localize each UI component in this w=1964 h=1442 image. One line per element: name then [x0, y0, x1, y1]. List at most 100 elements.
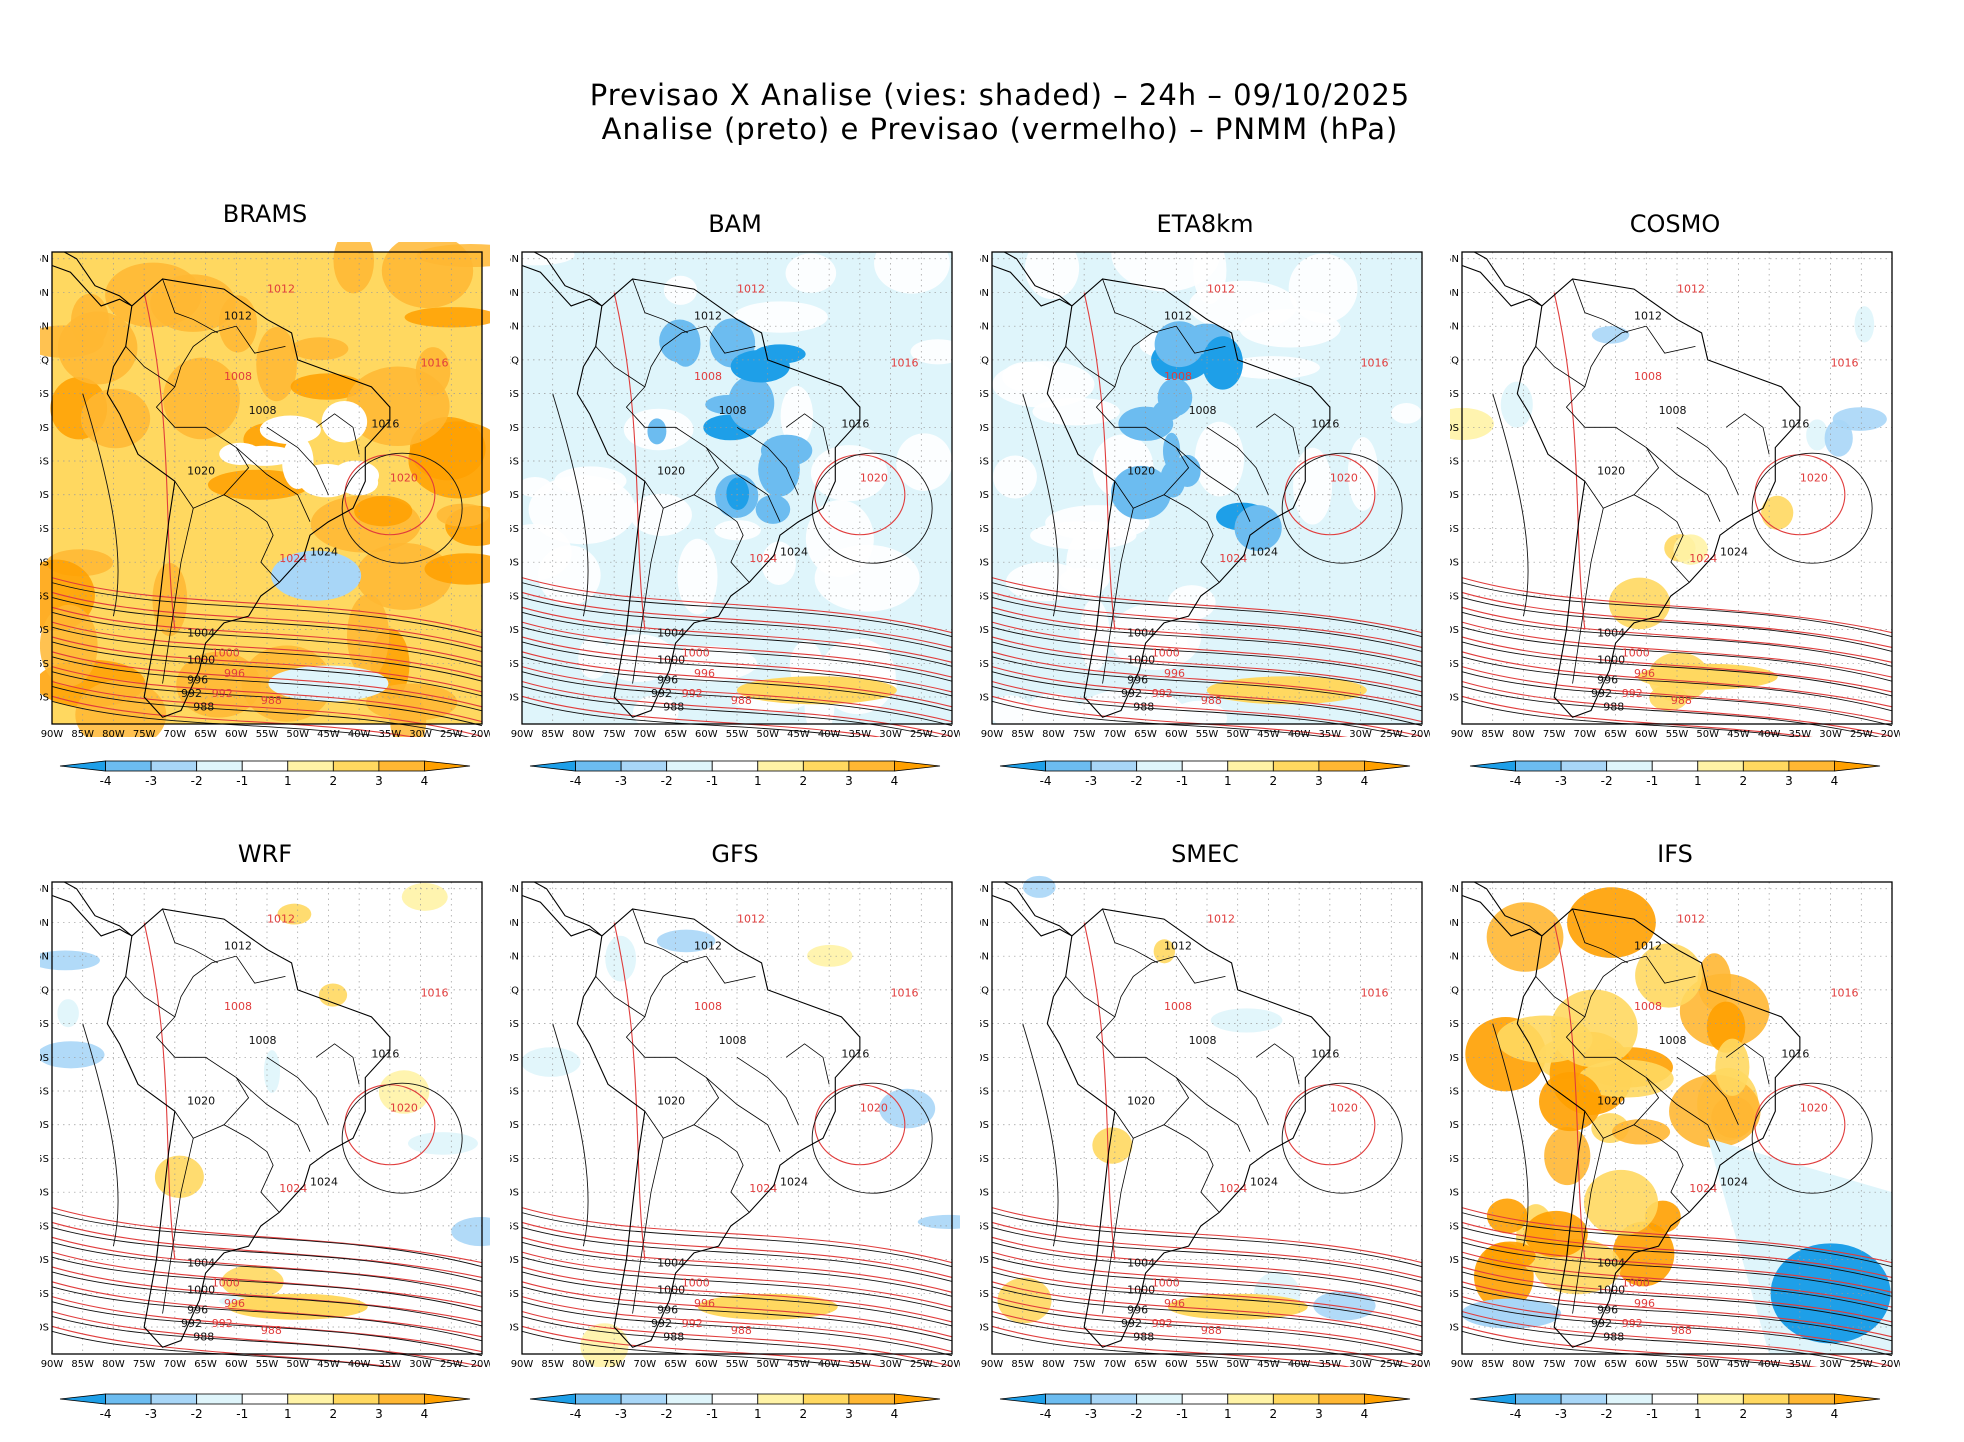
lat-tick-label: 5S — [40, 389, 49, 400]
contour-labels: 1012101610081020102410041000996992988101… — [181, 282, 449, 713]
colorbar-label: -2 — [1131, 774, 1143, 788]
lat-tick-label: 5S — [510, 1019, 519, 1030]
lon-tick-label: 50W — [286, 1359, 309, 1367]
analysis-contour-label: 1016 — [371, 417, 399, 430]
colorbar-label: -2 — [661, 774, 673, 788]
lat-tick-label: EQ — [510, 355, 519, 366]
colorbar-label: 4 — [1831, 1407, 1839, 1421]
lat-tick-label: 30S — [510, 1188, 519, 1199]
lon-tick-label: 25W — [910, 729, 933, 737]
lon-tick-label: 60W — [225, 729, 248, 737]
lon-tick-label: 60W — [1635, 729, 1658, 737]
lon-tick-label: 55W — [1196, 729, 1219, 737]
colorbar-label: 4 — [891, 1407, 899, 1421]
colorbar-label: -4 — [570, 1407, 582, 1421]
lon-tick-label: 20W — [1411, 1359, 1430, 1367]
panel-title: GFS — [711, 840, 759, 868]
forecast-contour-label: 1020 — [1800, 471, 1828, 484]
analysis-contour-label: 992 — [181, 687, 202, 700]
lat-tick-label: 30S — [980, 1188, 989, 1199]
map-cosmo: 1012 1016 1008 1020 1024 1004 1000 996 992 988 101… — [1430, 242, 1903, 756]
lat-tick-label: 5S — [1450, 389, 1459, 400]
lon-tick-label: 30W — [409, 729, 432, 737]
lon-tick-label: 45W — [317, 1359, 340, 1367]
lon-tick-label: 90W — [1451, 1359, 1474, 1367]
map-eta8km: 1012 1016 1008 1020 1024 1004 1000 996 992 988 101… — [969, 215, 1433, 756]
lon-tick-label: 55W — [256, 1359, 279, 1367]
pressure-contours — [991, 922, 1423, 1386]
colorbar-label: -4 — [1040, 1407, 1052, 1421]
lon-tick-label: 55W — [1666, 729, 1689, 737]
analysis-contour-label: 1000 — [657, 653, 685, 666]
lon-tick-label: 50W — [286, 729, 309, 737]
lon-tick-label: 90W — [41, 729, 64, 737]
analysis-contour-label: 992 — [1591, 687, 1612, 700]
analysis-contour-label: 1000 — [657, 1283, 685, 1296]
map-wrf: 1012 1016 1008 1020 1024 1004 1000 996 992 988 101… — [29, 872, 511, 1386]
analysis-contour-label: 1016 — [371, 1047, 399, 1060]
lon-tick-label: 35W — [1319, 1359, 1342, 1367]
lon-tick-label: 55W — [726, 729, 749, 737]
lat-tick-label: 50S — [40, 1323, 49, 1334]
colorbar-swatch — [1364, 760, 1411, 772]
forecast-contour-label: 1024 — [749, 552, 777, 565]
lon-tick-label: 65W — [1134, 729, 1157, 737]
lon-tick-label: 20W — [941, 729, 960, 737]
lon-tick-label: 75W — [133, 1359, 156, 1367]
panel-gfs: GFS 1012 1016 1008 1020 1024 1004 1000 996 992 988… — [499, 830, 980, 1421]
colorbar-label: -2 — [661, 1407, 673, 1421]
lon-tick-label: 40W — [348, 1359, 371, 1367]
lat-tick-label: 45S — [1450, 659, 1459, 670]
lon-tick-label: 80W — [1042, 1359, 1065, 1367]
lat-tick-label: 10S — [980, 1053, 989, 1064]
lat-tick-label: 35S — [1450, 591, 1459, 602]
lat-tick-label: 10N — [1450, 918, 1459, 929]
lat-tick-label: 50S — [980, 1323, 989, 1334]
lon-tick-label: 40W — [348, 729, 371, 737]
colorbar-swatch — [105, 760, 152, 772]
analysis-contour-label: 1012 — [1634, 309, 1662, 322]
lon-tick-label: 85W — [1481, 1359, 1504, 1367]
colorbar-swatch — [1469, 1393, 1516, 1405]
forecast-contour-label: 1024 — [749, 1182, 777, 1195]
lon-tick-label: 65W — [194, 1359, 217, 1367]
colorbar-label: 2 — [1270, 774, 1278, 788]
panel-cosmo: COSMO 1012 1016 1008 1020 1024 1004 1000 996 992 9… — [1430, 200, 1903, 788]
lon-tick-label: 65W — [1604, 1359, 1627, 1367]
lat-tick-label: 10S — [1450, 423, 1459, 434]
colorbar-swatch — [241, 760, 289, 772]
colorbar-swatch — [894, 1393, 941, 1405]
colorbar-label: 1 — [284, 1407, 292, 1421]
lon-tick-label: 85W — [1481, 729, 1504, 737]
forecast-contour-label: 1012 — [267, 912, 295, 925]
colorbar-swatch — [424, 1393, 471, 1405]
colorbar-svg: -4 -3 -2 -1 1 2 3 4 — [1469, 1393, 1881, 1421]
colorbar-swatch — [1651, 1393, 1699, 1405]
forecast-contour-label: 1008 — [694, 370, 722, 383]
lat-tick-label: 15N — [980, 884, 989, 895]
colorbar-swatch — [848, 1393, 895, 1405]
lon-tick-label: 90W — [41, 1359, 64, 1367]
lon-tick-label: 50W — [1696, 729, 1719, 737]
colorbar: -4 -3 -2 -1 1 2 3 4 — [980, 755, 1430, 805]
analysis-contour-label: 1020 — [187, 465, 215, 478]
analysis-contour-label: 992 — [1121, 687, 1142, 700]
pressure-contours — [1461, 922, 1893, 1386]
forecast-contour-label: 1008 — [1634, 1000, 1662, 1013]
forecast-contour-label: 1020 — [390, 1101, 418, 1114]
lon-tick-label: 85W — [1011, 729, 1034, 737]
lon-tick-label: 85W — [541, 729, 564, 737]
lat-tick-label: 40S — [510, 1255, 519, 1266]
colorbar-label: 4 — [421, 1407, 429, 1421]
lon-tick-label: 70W — [634, 729, 657, 737]
lat-tick-label: 35S — [510, 591, 519, 602]
colorbar-label: 3 — [1785, 774, 1793, 788]
analysis-contour-label: 1024 — [780, 1175, 808, 1188]
analysis-contour-label: 1024 — [310, 1175, 338, 1188]
lat-tick-label: 20S — [980, 490, 989, 501]
colorbar-label: 1 — [1224, 1407, 1232, 1421]
forecast-contour-label: 1024 — [1219, 552, 1247, 565]
lat-tick-label: 40S — [980, 1255, 989, 1266]
forecast-contour-label: 1012 — [1207, 912, 1235, 925]
analysis-contour-label: 1008 — [249, 404, 277, 417]
